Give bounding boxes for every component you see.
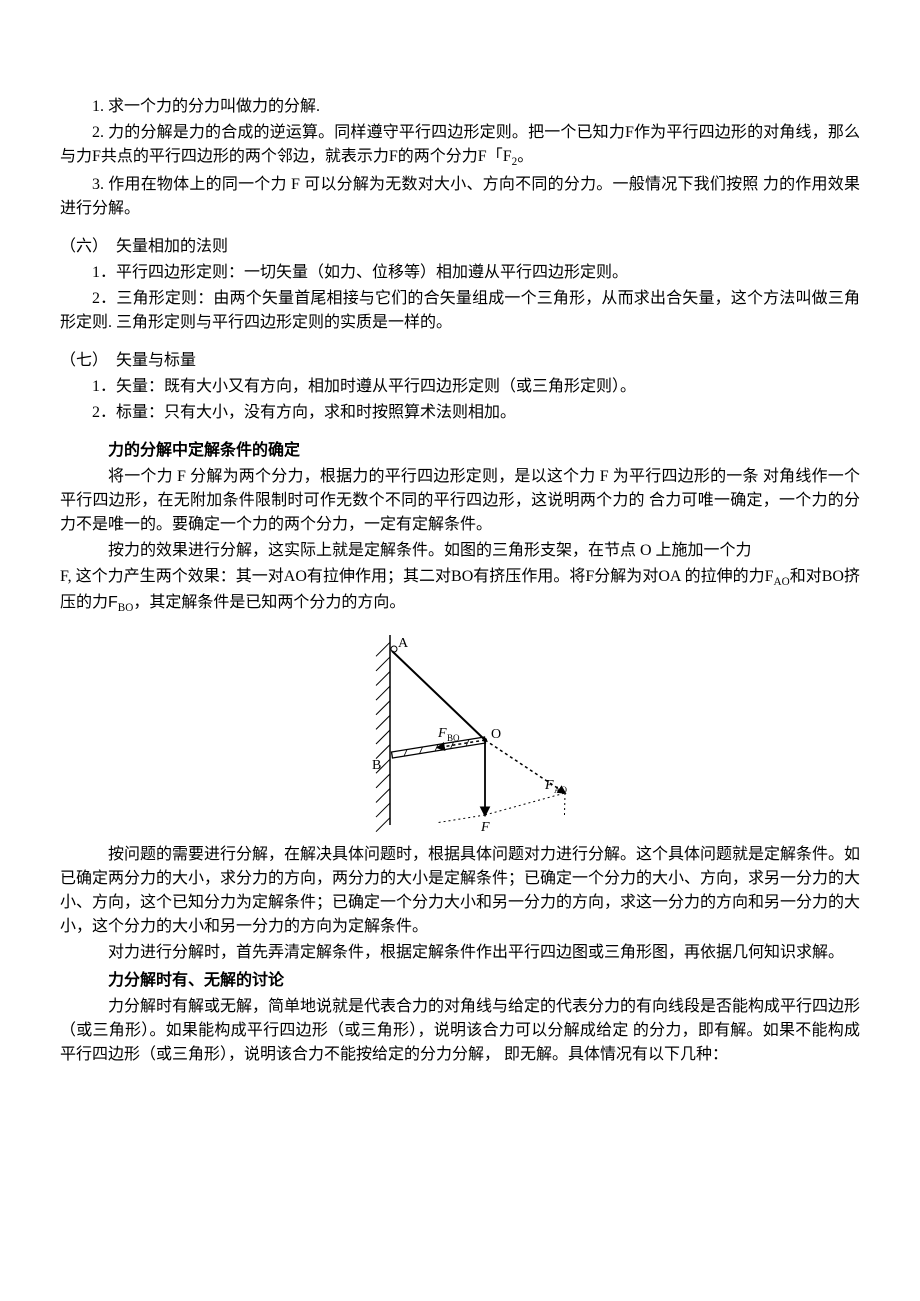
section-7-item-2: 2．标量：只有大小，没有方向，求和时按照算术法则相加。 xyxy=(60,401,860,425)
section-6-item-2: 2．三角形定则：由两个矢量首尾相接与它们的合矢量组成一个三角形，从而求出合矢量，… xyxy=(60,287,860,335)
heading-solution-existence: 力分解时有、无解的讨论 xyxy=(60,969,860,993)
svg-text:F: F xyxy=(437,726,447,741)
subscript-bo: BO xyxy=(118,602,134,614)
section-6-item-1: 1．平行四边形定则：一切矢量（如力、位移等）相加遵从平行四边形定则。 xyxy=(60,261,860,285)
item-2: 2. 力的分解是力的合成的逆运算。同样遵守平行四边形定则。把一个已知力F作为平行… xyxy=(60,121,860,171)
item-1: 1. 求一个力的分力叫做力的分解. xyxy=(60,95,860,119)
decomp-para-3a: F, 这个力产生两个效果：其一对AO有拉伸作用；其二对BO有挤压作用。将F分解为… xyxy=(60,568,774,585)
svg-text:AO: AO xyxy=(554,785,567,795)
decomp-para-1: 将一个力 F 分解为两个分力，根据力的平行四边形定则，是以这个力 F 为平行四边… xyxy=(60,465,860,537)
decomp-para-4: 按问题的需要进行分解，在解决具体问题时，根据具体问题对力进行分解。这个具体问题就… xyxy=(60,843,860,939)
decomp-para-3: F, 这个力产生两个效果：其一对AO有拉伸作用；其二对BO有挤压作用。将F分解为… xyxy=(60,565,860,617)
svg-text:A: A xyxy=(398,636,409,651)
force-decomposition-diagram: ABOFFAOFBO xyxy=(320,625,600,835)
existence-para-1: 力分解时有解或无解，简单地说就是代表合力的对角线与给定的代表分力的有向线段是否能… xyxy=(60,995,860,1067)
subscript-ao: AO xyxy=(774,576,790,588)
svg-text:O: O xyxy=(491,727,501,742)
svg-text:B: B xyxy=(372,758,381,773)
decomp-para-3c: ，其定解条件是已知两个分力的方向。 xyxy=(133,594,405,611)
decomp-para-5: 对力进行分解时，首先弄清定解条件，根据定解条件作出平行四边图或三角形图，再依据几… xyxy=(60,941,860,965)
svg-text:F: F xyxy=(544,778,554,793)
svg-text:F: F xyxy=(480,820,490,835)
heading-decomposition-conditions: 力的分解中定解条件的确定 xyxy=(60,439,860,463)
section-7-item-1: 1．矢量：既有大小又有方向，相加时遵从平行四边形定则（或三角形定则）。 xyxy=(60,375,860,399)
section-7-title: （七） 矢量与标量 xyxy=(60,349,860,373)
section-6-title: （六） 矢量相加的法则 xyxy=(60,235,860,259)
item-2-text-a: 2. 力的分解是力的合成的逆运算。同样遵守平行四边形定则。把一个已知力F作为平行… xyxy=(60,124,860,165)
item-3: 3. 作用在物体上的同一个力 F 可以分解为无数对大小、方向不同的分力。一般情况… xyxy=(60,173,860,221)
decomp-para-2: 按力的效果进行分解，这实际上就是定解条件。如图的三角形支架，在节点 O 上施加一… xyxy=(60,539,860,563)
f-big: F xyxy=(108,594,118,611)
item-2-text-b: 。 xyxy=(517,148,533,165)
svg-text:BO: BO xyxy=(447,733,460,743)
